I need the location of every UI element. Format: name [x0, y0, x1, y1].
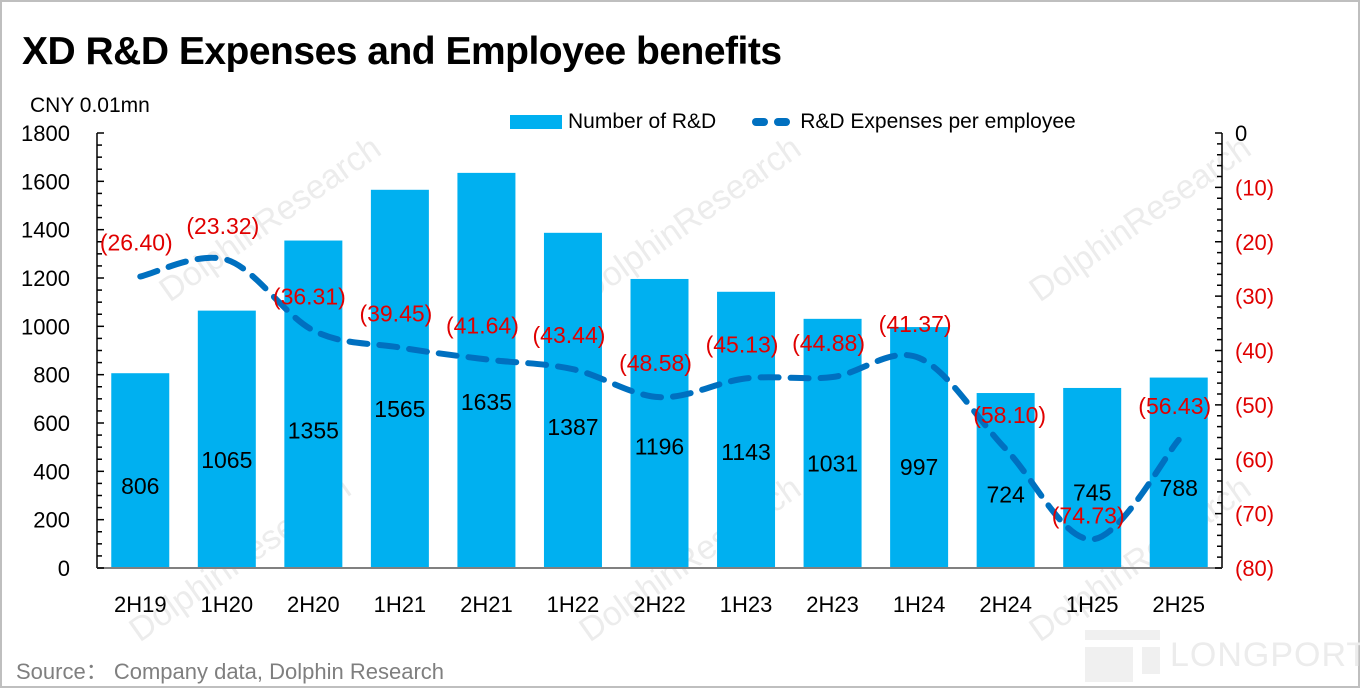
- right-tick-label: (80): [1235, 556, 1274, 581]
- line-value-label: (41.64): [446, 312, 519, 338]
- line-series-rd-expenses-per-employee: [137, 254, 1182, 543]
- bar-1H20: [197, 310, 256, 568]
- x-tick-label: 1H24: [893, 592, 946, 617]
- left-tick-label: 800: [33, 363, 70, 388]
- left-tick-label: 1600: [21, 169, 70, 194]
- right-tick-label: (60): [1235, 447, 1274, 472]
- bar-2H19: [111, 373, 170, 568]
- left-tick-label: 1400: [21, 218, 70, 243]
- x-tick-label: 1H20: [201, 592, 254, 617]
- chart-title: XD R&D Expenses and Employee benefits: [22, 30, 782, 73]
- bar-value-label: 1387: [547, 414, 598, 440]
- bar-value-label: 1143: [721, 439, 770, 465]
- bar-value-label: 806: [121, 473, 159, 499]
- left-tick-label: 1200: [21, 266, 70, 291]
- line-value-label: (41.37): [879, 311, 952, 337]
- line-value-label: (26.40): [100, 230, 173, 256]
- x-tick-label: 2H22: [633, 592, 686, 617]
- right-tick-label: (50): [1235, 393, 1274, 418]
- bar-1H23: [717, 291, 776, 568]
- line-value-label: (23.32): [186, 213, 259, 239]
- right-tick-label: (10): [1235, 175, 1274, 200]
- bar-1H22: [543, 232, 602, 568]
- line-value-label: (43.44): [533, 322, 606, 348]
- x-tick-label: 2H25: [1152, 592, 1205, 617]
- line-value-label: (45.13): [706, 331, 779, 357]
- line-value-label: (36.31): [273, 283, 346, 309]
- x-tick-label: 2H24: [979, 592, 1032, 617]
- left-axis-unit: CNY 0.01mn: [30, 94, 150, 117]
- left-tick-label: 1000: [21, 314, 70, 339]
- x-tick-label: 1H22: [547, 592, 600, 617]
- axes-group: 0 200 400 600 800 1000 1200 1400 1600 1800 0 (10) (2…: [21, 121, 1274, 617]
- x-tick-label: 2H19: [114, 592, 167, 617]
- right-tick-label: 0: [1235, 121, 1247, 146]
- right-tick-label: (40): [1235, 339, 1274, 364]
- legend: Number of R&D R&D Expenses per employee: [510, 110, 1076, 134]
- x-tick-label: 2H23: [806, 592, 859, 617]
- bar-value-label: 1065: [201, 447, 252, 473]
- bar-value-label: 1635: [461, 389, 512, 415]
- left-tick-label: 200: [33, 508, 70, 533]
- labels-group: 806 1065 1355 1565 1635 1387 1196 1143 1031 997 72…: [100, 213, 1211, 529]
- left-tick-label: 400: [33, 459, 70, 484]
- line-value-label: (39.45): [359, 301, 432, 327]
- line-value-label: (58.10): [973, 402, 1046, 428]
- bar-1H25: [1063, 387, 1122, 568]
- line-value-label: (74.73): [1052, 502, 1125, 528]
- bar-2H22: [630, 278, 689, 568]
- bar-value-label: 724: [986, 482, 1025, 508]
- line-value-label: (56.43): [1138, 393, 1211, 419]
- left-tick-label: 600: [33, 411, 70, 436]
- bar-2H21: [457, 172, 516, 568]
- bars-group: [111, 172, 1208, 568]
- left-tick-label: 0: [58, 556, 70, 581]
- line-group: [137, 254, 1182, 543]
- legend-bar-label: Number of R&D: [568, 110, 717, 133]
- bar-value-label: 997: [900, 454, 938, 480]
- bar-value-label: 745: [1073, 479, 1111, 505]
- legend-line-swatch: [752, 118, 792, 126]
- line-value-label: (48.58): [619, 350, 692, 376]
- right-tick-label: (70): [1235, 502, 1274, 527]
- x-tick-label: 2H20: [287, 592, 340, 617]
- x-tick-label: 2H21: [460, 592, 513, 617]
- bar-value-label: 1031: [807, 450, 858, 476]
- x-tick-label: 1H25: [1066, 592, 1119, 617]
- bar-1H24: [890, 327, 949, 568]
- x-tick-label: 1H23: [720, 592, 773, 617]
- legend-line-label: R&D Expenses per employee: [800, 110, 1076, 133]
- source-note: Source： Company data, Dolphin Research: [16, 659, 445, 684]
- bar-value-label: 1565: [374, 396, 425, 422]
- bar-value-label: 1355: [288, 417, 339, 443]
- right-tick-label: (30): [1235, 284, 1274, 309]
- bar-value-label: 788: [1160, 475, 1198, 501]
- line-value-label: (44.88): [792, 330, 865, 356]
- x-tick-label: 1H21: [374, 592, 427, 617]
- bar-value-label: 1196: [635, 434, 684, 460]
- bar-2H23: [803, 318, 862, 568]
- left-tick-label: 1800: [21, 121, 70, 146]
- bar-2H20: [284, 240, 343, 568]
- legend-bar-swatch: [510, 115, 562, 129]
- right-tick-label: (20): [1235, 230, 1274, 255]
- bar-1H21: [370, 189, 429, 568]
